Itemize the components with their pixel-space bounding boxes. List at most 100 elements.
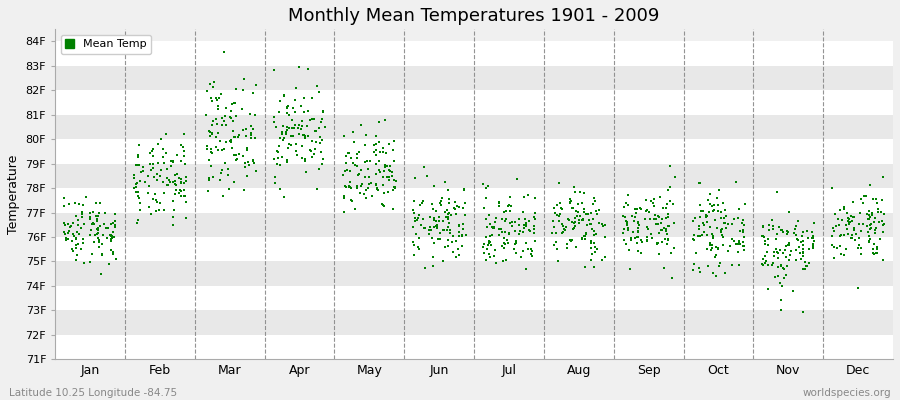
Point: [756, 262, 770, 268]
Point: [454, 232, 469, 238]
Point: [806, 245, 820, 251]
Point: [314, 116, 328, 122]
Point: [774, 307, 788, 314]
Point: [476, 205, 491, 212]
Point: [827, 228, 842, 234]
Point: [845, 214, 859, 220]
Point: [482, 220, 497, 227]
Point: [96, 232, 111, 238]
Point: [568, 188, 582, 195]
Point: [337, 193, 351, 199]
Point: [527, 223, 542, 229]
Point: [280, 159, 294, 166]
Point: [64, 223, 78, 230]
Point: [346, 160, 361, 166]
Point: [166, 214, 181, 220]
Point: [98, 225, 112, 231]
Point: [551, 258, 565, 264]
Point: [494, 228, 508, 235]
Point: [419, 173, 434, 180]
Point: [711, 208, 725, 214]
Point: [503, 194, 517, 200]
Point: [758, 260, 772, 266]
Point: [627, 235, 642, 242]
Point: [343, 184, 357, 190]
Point: [211, 106, 225, 112]
Point: [90, 235, 104, 241]
Point: [369, 170, 383, 177]
Point: [868, 250, 883, 256]
Point: [279, 131, 293, 137]
Point: [204, 150, 219, 156]
Point: [224, 108, 238, 114]
Point: [644, 198, 658, 204]
Point: [842, 216, 857, 222]
Point: [366, 148, 381, 155]
Point: [428, 224, 442, 230]
Point: [632, 222, 646, 229]
Point: [772, 280, 787, 286]
Point: [216, 193, 230, 200]
Point: [596, 223, 610, 230]
Point: [282, 112, 296, 119]
Point: [148, 208, 163, 214]
Point: [352, 149, 366, 156]
Point: [736, 243, 751, 250]
Point: [489, 214, 503, 221]
Point: [780, 263, 795, 270]
Point: [588, 240, 602, 246]
Point: [308, 146, 322, 152]
Point: [85, 220, 99, 227]
Point: [731, 241, 745, 247]
Point: [659, 228, 673, 234]
Point: [590, 246, 604, 252]
Point: [144, 211, 158, 218]
Point: [106, 251, 121, 257]
Point: [209, 94, 223, 101]
Point: [706, 206, 721, 213]
Point: [778, 243, 793, 249]
Point: [528, 195, 543, 201]
Point: [564, 238, 579, 244]
Point: [214, 121, 229, 128]
Point: [836, 251, 850, 258]
Point: [572, 212, 587, 219]
Point: [248, 82, 263, 88]
Point: [104, 247, 119, 253]
Point: [841, 215, 855, 221]
Point: [288, 85, 302, 92]
Y-axis label: Temperature: Temperature: [7, 154, 20, 234]
Point: [71, 217, 86, 224]
Point: [277, 92, 292, 98]
Point: [736, 217, 751, 224]
Point: [178, 174, 193, 180]
Point: [433, 236, 447, 242]
Point: [588, 249, 602, 255]
Point: [105, 232, 120, 239]
Point: [652, 230, 667, 236]
Point: [346, 139, 361, 145]
Point: [627, 214, 642, 220]
Point: [447, 204, 462, 211]
Point: [375, 201, 390, 207]
Point: [174, 179, 188, 185]
Point: [758, 238, 772, 244]
Point: [502, 220, 517, 226]
Point: [377, 190, 392, 197]
Point: [703, 190, 717, 197]
Point: [868, 219, 882, 225]
Point: [579, 230, 593, 237]
Point: [104, 233, 118, 240]
Point: [760, 249, 775, 256]
Point: [756, 223, 770, 229]
Point: [430, 223, 445, 230]
Point: [418, 265, 432, 272]
Point: [203, 129, 218, 136]
Point: [829, 223, 843, 230]
Point: [202, 133, 217, 139]
Point: [870, 250, 885, 257]
Point: [379, 150, 393, 156]
Point: [661, 236, 675, 243]
Point: [798, 259, 813, 266]
Point: [553, 211, 567, 217]
